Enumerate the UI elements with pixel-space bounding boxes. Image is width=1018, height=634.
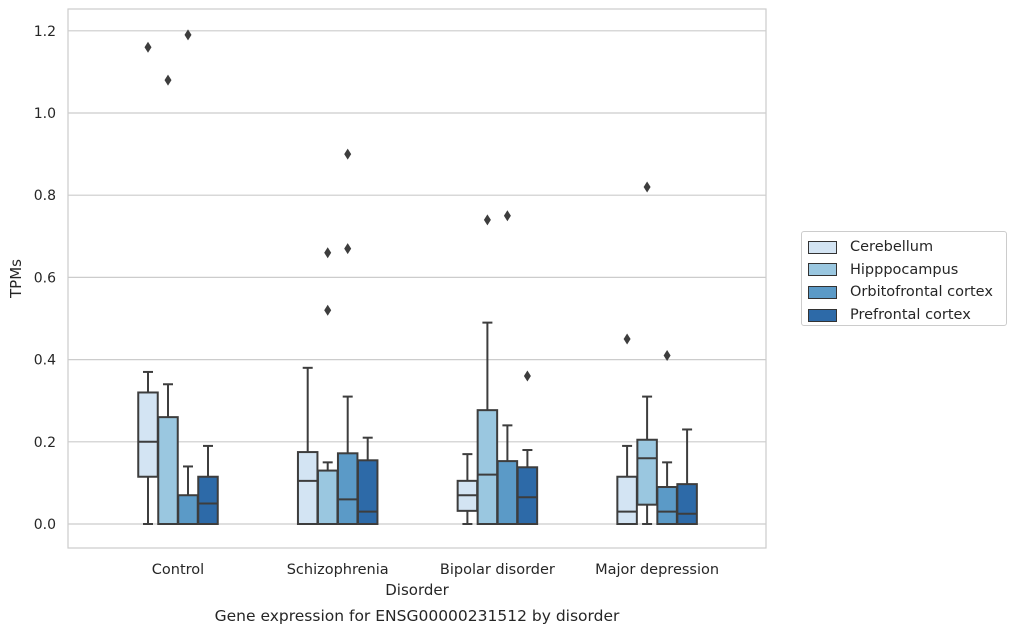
box-orbitofrontal-cortex	[336, 148, 359, 526]
y-axis-label: TPMs	[7, 259, 25, 299]
box-cerebellum	[137, 41, 159, 525]
outlier-point	[164, 74, 172, 86]
outlier-point	[324, 247, 332, 259]
box-prefrontal-cortex	[356, 436, 379, 526]
x-tick-label: Bipolar disorder	[440, 562, 555, 578]
legend-item: Orbitofrontal cortex	[808, 281, 1006, 304]
outlier-point	[623, 333, 631, 345]
chart-caption: Gene expression for ENSG00000231512 by d…	[214, 607, 620, 625]
y-tick-label: 0.0	[34, 517, 56, 533]
box-body	[177, 494, 199, 526]
box-body	[336, 452, 359, 526]
box-prefrontal-cortex	[197, 444, 219, 525]
gridlines	[68, 30, 766, 525]
box-body	[616, 475, 638, 525]
box-body	[296, 451, 319, 526]
box-body	[316, 469, 339, 526]
outlier-point	[344, 148, 352, 160]
box-body	[676, 483, 698, 525]
legend-label: Orbitofrontal cortex	[850, 284, 993, 301]
outlier-point	[324, 304, 332, 316]
y-tick-label: 0.2	[34, 435, 56, 451]
box-body	[356, 459, 379, 526]
box-body	[137, 391, 159, 478]
legend-label: Hipppocampus	[850, 261, 959, 278]
outlier-point	[144, 41, 152, 53]
box-orbitofrontal-cortex	[656, 349, 678, 526]
box-prefrontal-cortex	[516, 370, 539, 526]
box-body	[197, 475, 219, 525]
legend-swatch	[808, 285, 837, 299]
box-hipppocampus	[476, 214, 499, 526]
box-body	[157, 416, 179, 526]
x-axis-label: Disorder	[385, 581, 449, 599]
box-body	[496, 460, 519, 526]
legend-swatch	[808, 263, 837, 277]
legend-item: Hipppocampus	[808, 259, 1006, 282]
box-cerebellum	[616, 333, 638, 525]
box-body	[516, 466, 539, 526]
outlier-point	[483, 214, 491, 226]
outlier-point	[344, 243, 352, 255]
box-hipppocampus	[316, 247, 339, 526]
legend: Cerebellum Hipppocampus Orbitofrontal cort…	[801, 231, 1007, 326]
x-tick-label: Major depression	[595, 562, 719, 578]
plot-frame	[67, 8, 767, 549]
box-cerebellum	[456, 453, 479, 525]
box-orbitofrontal-cortex	[496, 210, 519, 526]
legend-item: Cerebellum	[808, 236, 1006, 259]
box-series	[137, 29, 698, 526]
box-body	[636, 438, 658, 506]
y-tick-label: 0.4	[34, 353, 56, 369]
y-tick-labels: 0.0 0.2 0.4 0.6 0.8 1.0 1.2	[34, 24, 56, 533]
legend-item: Prefrontal cortex	[808, 304, 1006, 327]
outlier-point	[663, 349, 671, 361]
x-tick-labels: Control Schizophrenia Bipolar disorder Majo…	[152, 562, 719, 578]
outlier-point	[643, 181, 651, 193]
y-tick-label: 1.2	[34, 24, 56, 40]
legend-swatch	[808, 240, 837, 254]
box-orbitofrontal-cortex	[177, 29, 199, 526]
y-tick-label: 0.6	[34, 270, 56, 286]
x-tick-label: Control	[152, 562, 204, 578]
box-body	[656, 486, 678, 526]
y-tick-label: 1.0	[34, 106, 56, 122]
outlier-point	[184, 29, 192, 41]
box-hipppocampus	[636, 181, 658, 525]
box-prefrontal-cortex	[676, 428, 698, 525]
x-tick-label: Schizophrenia	[287, 562, 389, 578]
box-body	[476, 409, 499, 526]
legend-label: Cerebellum	[850, 239, 934, 256]
box-cerebellum	[296, 366, 319, 526]
legend-label: Prefrontal cortex	[850, 307, 971, 324]
legend-swatch	[808, 308, 837, 322]
outlier-point	[523, 370, 531, 382]
box-hipppocampus	[157, 74, 179, 526]
y-tick-label: 0.8	[34, 188, 56, 204]
outlier-point	[503, 210, 511, 222]
